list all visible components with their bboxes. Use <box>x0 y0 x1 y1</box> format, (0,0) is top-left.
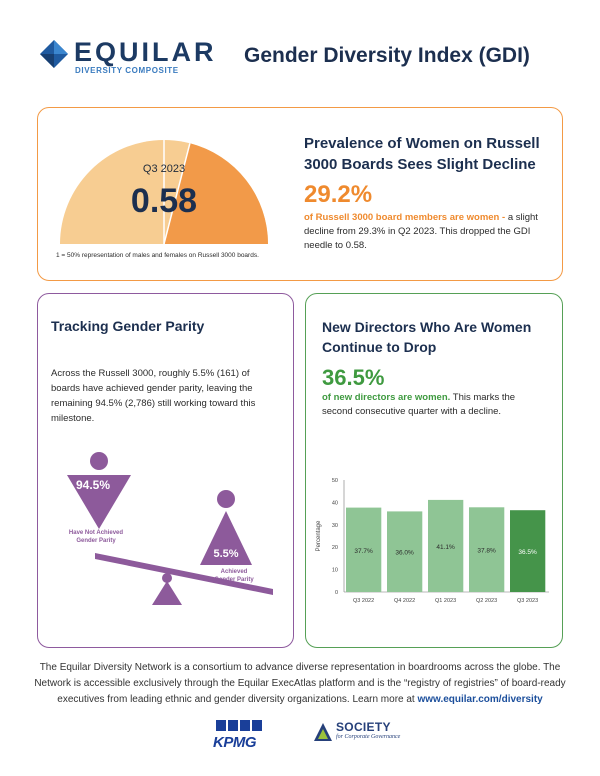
new-directors-heading: New Directors Who Are Women Continue to … <box>322 319 532 355</box>
seesaw-plank <box>95 553 273 595</box>
not-achieved-pct: 94.5% <box>76 478 110 492</box>
bar <box>469 507 505 592</box>
logo-wordmark: EQUILAR <box>74 37 217 67</box>
y-tick-label: 30 <box>332 523 338 529</box>
society-subtitle: for Corporate Governance <box>336 734 401 740</box>
new-directors-card <box>305 293 563 648</box>
x-tick-label: Q4 2022 <box>394 598 415 604</box>
kpmg-wordmark: KPMG <box>213 734 257 751</box>
seesaw-illustration: 94.5% Have Not Achieved Gender Parity 5.… <box>67 452 273 605</box>
gdi-gauge: Q3 2023 0.58 <box>60 130 268 245</box>
bar <box>387 511 423 592</box>
achieved-head-icon <box>217 490 235 508</box>
gauge-value-fill <box>164 143 268 244</box>
new-directors-percent: 36.5% <box>322 365 385 390</box>
achieved-body-icon <box>200 511 252 565</box>
footer-text: The Equilar Diversity Network is a conso… <box>30 660 570 708</box>
logo-subtitle: DIVERSITY COMPOSITE <box>75 66 179 75</box>
bar-value-label: 36.5% <box>518 549 537 556</box>
x-tick-label: Q3 2022 <box>353 598 374 604</box>
gdi-heading: Prevalence of Women on Russell 3000 Boar… <box>304 135 540 173</box>
y-tick-label: 50 <box>332 478 338 484</box>
gdi-body: a slight decline from 29.3% in Q2 2023. … <box>304 212 538 251</box>
bar <box>510 510 546 592</box>
y-tick-label: 20 <box>332 545 338 551</box>
society-logo-icon <box>314 723 332 741</box>
bar <box>346 507 382 592</box>
gdi-quarter: Q3 2023 <box>143 163 185 175</box>
achieved-label-2: Gender Parity <box>214 577 254 583</box>
y-tick-label: 40 <box>332 500 338 506</box>
gdi-dash: - <box>499 212 506 223</box>
not-achieved-label-2: Gender Parity <box>76 538 116 544</box>
gauge-caption: 1 = 50% representation of males and fema… <box>56 252 259 259</box>
gdi-card <box>37 107 563 281</box>
gdi-percent: 29.2% <box>304 181 373 208</box>
bar <box>428 499 464 592</box>
parity-body: Across the Russell 3000, roughly 5.5% (1… <box>51 368 256 424</box>
kpmg-logo-icon <box>216 720 262 731</box>
seesaw-pivot <box>162 573 172 583</box>
not-achieved-head-icon <box>90 452 108 470</box>
page-title: Gender Diversity Index (GDI) <box>244 44 530 67</box>
gdi-description: of Russell 3000 board members are women … <box>304 211 549 253</box>
not-achieved-label-1: Have Not Achieved <box>69 530 123 536</box>
bar-value-label: 36.0% <box>395 550 414 557</box>
new-directors-bar-chart: 0 10 20 30 40 50 Percentage 37.7% Q3 2022 36.0% Q4… <box>316 478 549 604</box>
new-directors-highlight: of new directors are women. <box>322 392 451 403</box>
achieved-label-1: Achieved <box>221 569 248 575</box>
new-directors-body: This marks the second consecutive quarte… <box>322 392 516 417</box>
new-directors-description: of new directors are women. This marks t… <box>322 391 547 419</box>
gdi-value: 0.58 <box>131 182 197 220</box>
gauge-needle <box>163 143 191 245</box>
footer-body: The Equilar Diversity Network is a conso… <box>34 662 566 705</box>
equilar-logo-icon <box>40 40 68 68</box>
bar-value-label: 37.8% <box>477 548 496 555</box>
y-tick-label: 0 <box>335 590 338 596</box>
parity-heading: Tracking Gender Parity <box>51 318 205 334</box>
y-tick-label: 10 <box>332 568 338 574</box>
society-wordmark: SOCIETY <box>336 720 391 734</box>
seesaw-fulcrum <box>152 581 182 605</box>
achieved-pct: 5.5% <box>213 548 238 560</box>
x-tick-label: Q1 2023 <box>435 598 456 604</box>
bar-value-label: 37.7% <box>354 548 373 555</box>
gdi-highlight: of Russell 3000 board members are women <box>304 212 500 223</box>
footer-link[interactable]: www.equilar.com/diversity <box>417 694 543 705</box>
not-achieved-body-icon <box>67 475 131 529</box>
bar-value-label: 41.1% <box>436 544 455 551</box>
parity-card <box>37 293 294 648</box>
x-tick-label: Q3 2023 <box>517 598 538 604</box>
x-tick-label: Q2 2023 <box>476 598 497 604</box>
y-axis-label: Percentage <box>316 520 322 551</box>
